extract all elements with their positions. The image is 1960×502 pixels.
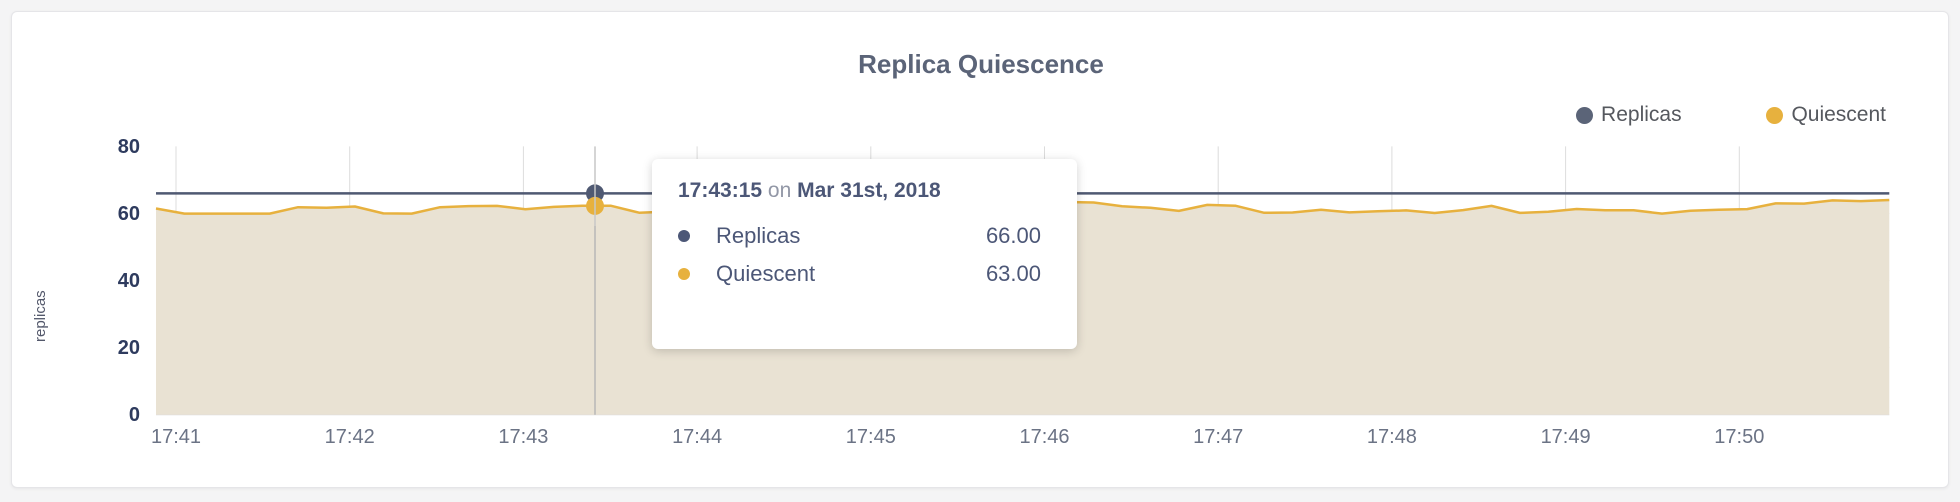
svg-text:60: 60 bbox=[118, 203, 140, 225]
svg-text:17:42: 17:42 bbox=[325, 426, 375, 448]
svg-text:80: 80 bbox=[118, 136, 140, 158]
svg-text:20: 20 bbox=[118, 337, 140, 359]
svg-text:0: 0 bbox=[129, 404, 140, 426]
svg-text:17:41: 17:41 bbox=[151, 426, 201, 448]
svg-text:17:49: 17:49 bbox=[1541, 426, 1591, 448]
svg-text:17:48: 17:48 bbox=[1367, 426, 1417, 448]
svg-text:17:45: 17:45 bbox=[846, 426, 896, 448]
svg-text:17:50: 17:50 bbox=[1714, 426, 1764, 448]
svg-text:17:43: 17:43 bbox=[498, 426, 548, 448]
svg-text:40: 40 bbox=[118, 270, 140, 292]
svg-text:17:44: 17:44 bbox=[672, 426, 722, 448]
svg-text:17:47: 17:47 bbox=[1193, 426, 1243, 448]
svg-text:17:46: 17:46 bbox=[1019, 426, 1069, 448]
